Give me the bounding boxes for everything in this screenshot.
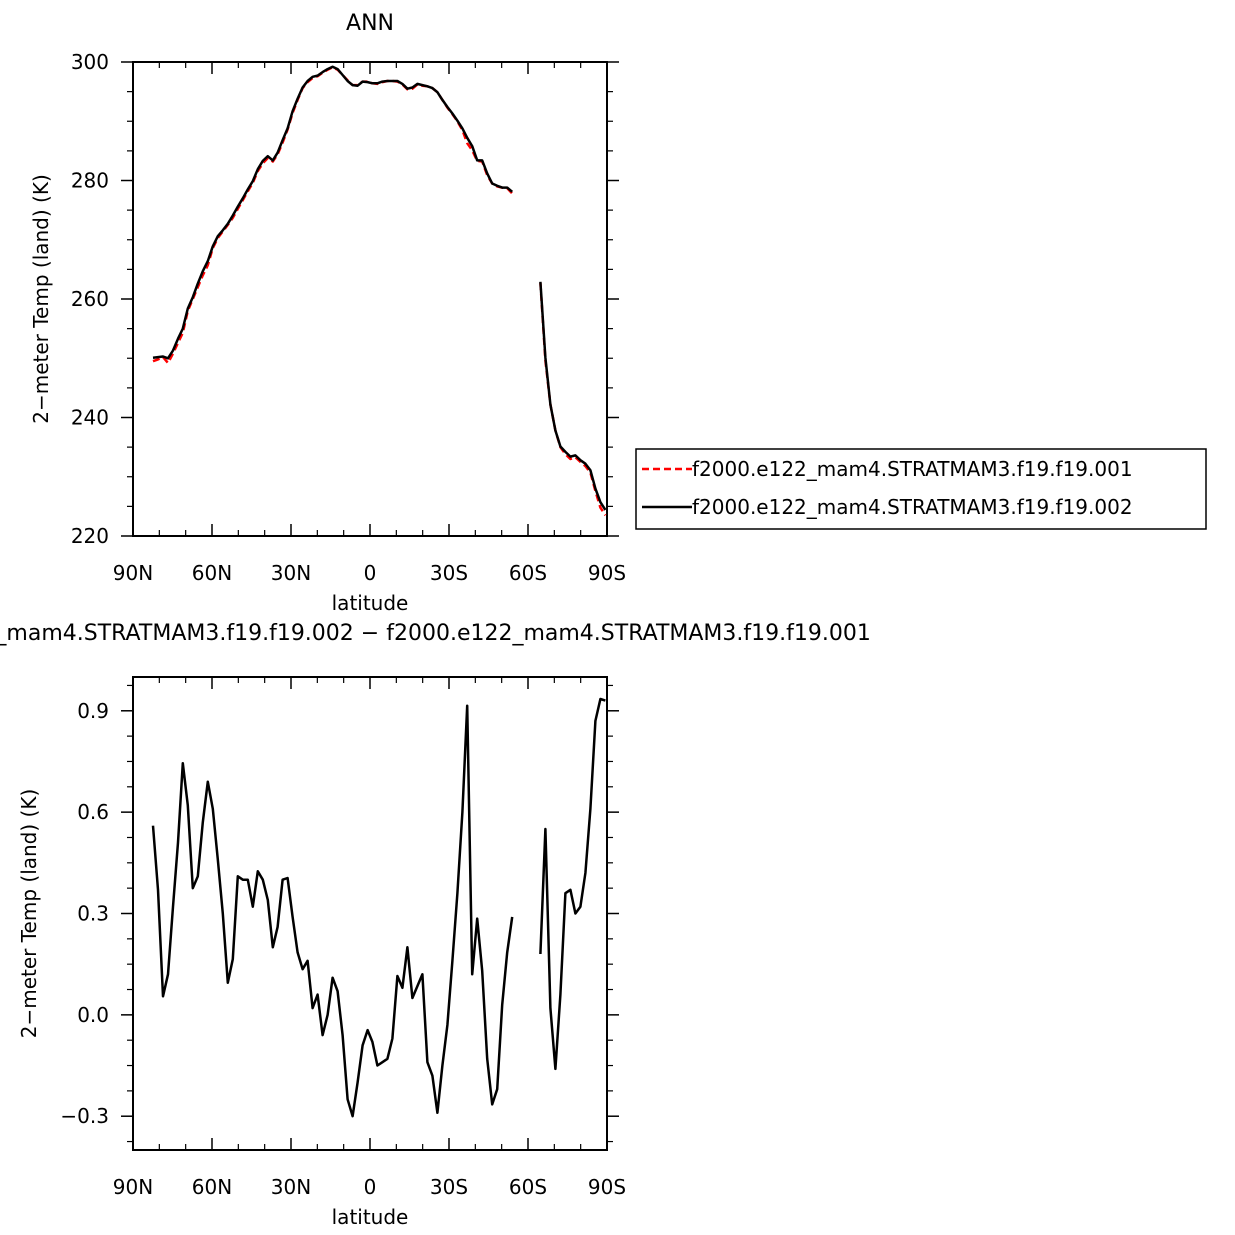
x-tick-label: 60S: [509, 561, 547, 585]
difference-panel: f2000.e122_mam4.STRATMAM3.f19.f19.002 − …: [0, 621, 871, 1229]
x-tick-label: 90N: [113, 561, 153, 585]
x-tick-label: 0: [364, 1175, 377, 1199]
series-line-1: [151, 704, 514, 1118]
y-tick-label: 0.0: [77, 1003, 109, 1027]
y-tick-label: 300: [71, 50, 109, 74]
x-tick-label: 60S: [509, 1175, 547, 1199]
x-tick-label: 60N: [192, 561, 232, 585]
x-tick-label: 90S: [588, 1175, 626, 1199]
x-tick-label: 0: [364, 561, 377, 585]
legend-box: [635, 448, 1207, 530]
x-tick-label: 30N: [271, 561, 311, 585]
x-tick-label: 90S: [588, 561, 626, 585]
y-tick-label: 220: [71, 524, 109, 548]
plot-frame: [132, 676, 608, 1151]
temperature-panel: ANN 90N 60N 30N 0 30S 60S 90S 220 240 260 280 300 lat…: [29, 11, 1207, 615]
x-tick-label: 60N: [192, 1175, 232, 1199]
y-axis-label: 2−meter Temp (land) (K): [17, 789, 41, 1039]
y-axis-label: 2−meter Temp (land) (K): [29, 174, 53, 424]
plot-frame: [132, 61, 608, 537]
x-tick-label: 30S: [430, 561, 468, 585]
y-tick-label: 240: [71, 406, 109, 430]
x-tick-label: 90N: [113, 1175, 153, 1199]
x-axis-label: latitude: [332, 1205, 409, 1229]
series-line-1: [539, 697, 606, 1071]
x-tick-label: 30N: [271, 1175, 311, 1199]
series-line-1: [152, 66, 514, 365]
y-tick-label: 0.6: [77, 800, 109, 824]
chart-title: ANN: [346, 11, 394, 36]
x-axis-label: latitude: [332, 591, 409, 615]
chart-title: f2000.e122_mam4.STRATMAM3.f19.f19.002 − …: [0, 621, 871, 646]
legend-label-2: f2000.e122_mam4.STRATMAM3.f19.f19.002: [692, 495, 1133, 519]
series-line-2: [152, 65, 514, 360]
y-tick-label: 280: [71, 169, 109, 193]
legend-label-1: f2000.e122_mam4.STRATMAM3.f19.f19.001: [692, 457, 1133, 481]
y-tick-label: 0.3: [77, 902, 109, 926]
y-tick-label: 260: [71, 287, 109, 311]
x-tick-label: 30S: [430, 1175, 468, 1199]
y-tick-label: 0.9: [77, 699, 109, 723]
y-tick-label: −0.3: [60, 1104, 109, 1128]
series-line-2: [539, 281, 607, 511]
